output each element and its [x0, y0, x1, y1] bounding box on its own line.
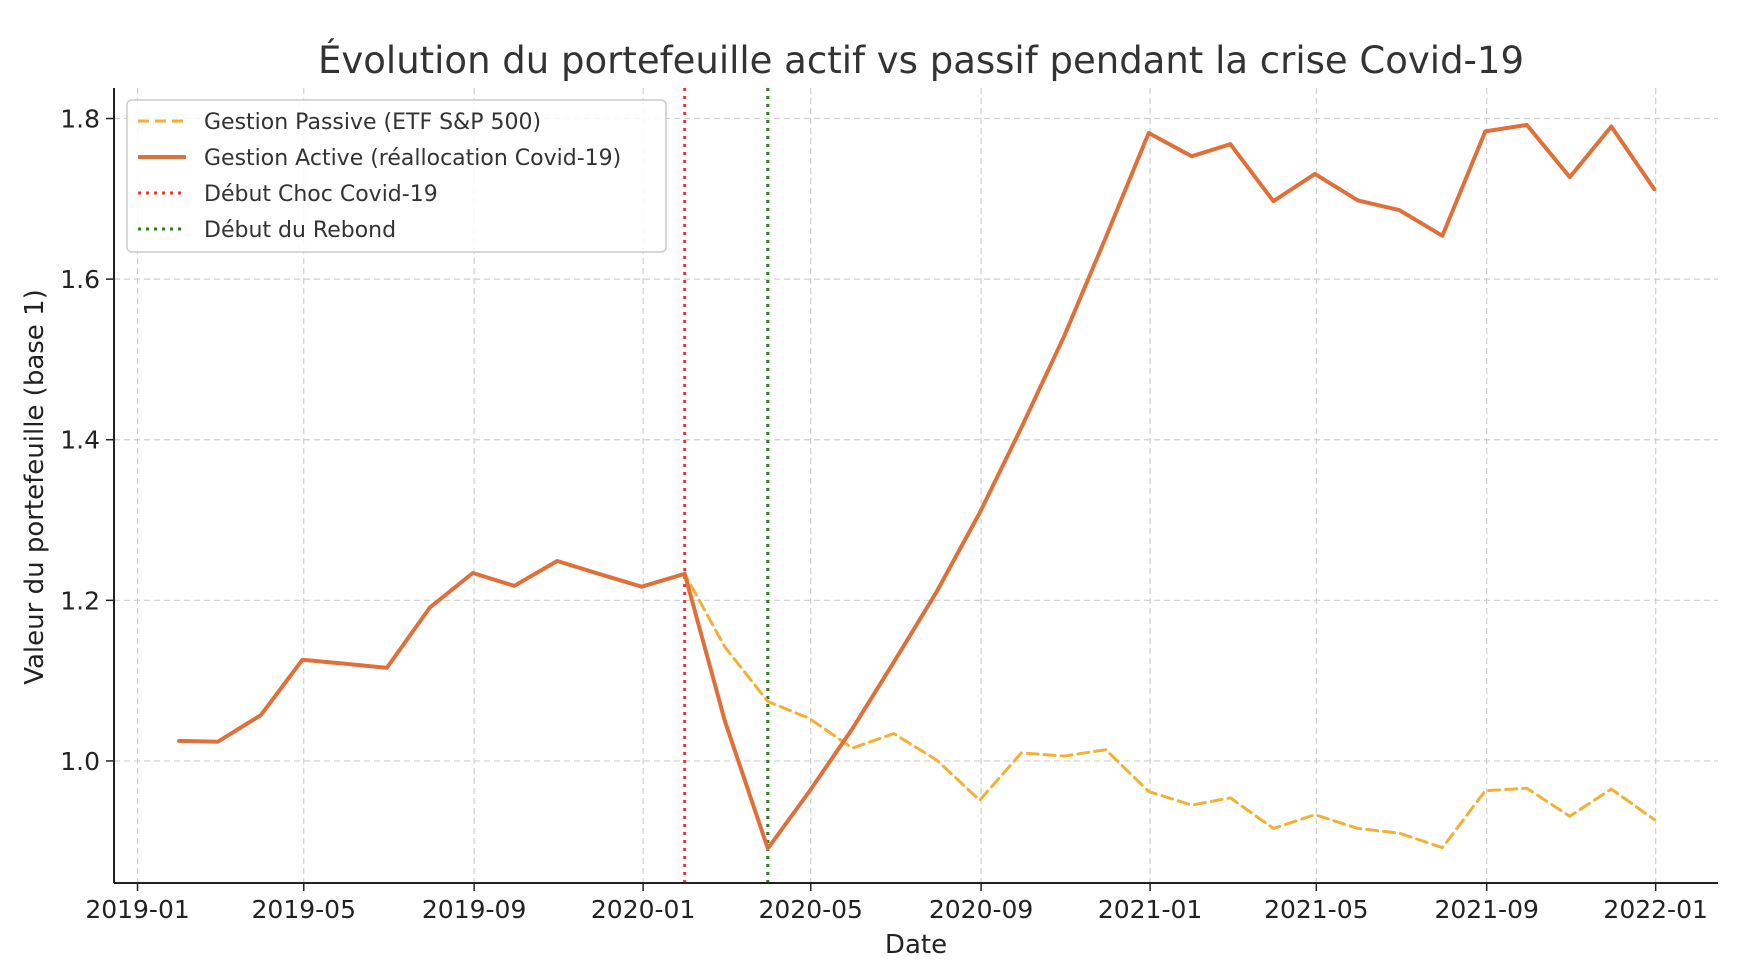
legend-label-active: Gestion Active (réallocation Covid-19) [204, 146, 621, 171]
x-axis-label: Date [885, 930, 947, 960]
y-axis-label: Valeur du portefeuille (base 1) [20, 289, 50, 685]
series-lines [177, 122, 1657, 851]
series-line-1 [177, 122, 1657, 851]
y-tick-label: 1.4 [60, 426, 100, 455]
y-tick-label: 1.0 [60, 747, 100, 776]
legend-label-choc: Début Choc Covid-19 [204, 182, 438, 207]
x-tick-label: 2019-01 [85, 895, 189, 924]
x-tick-label: 2020-01 [591, 895, 695, 924]
y-tick-label: 1.8 [60, 105, 100, 134]
y-ticks: 1.0 1.2 1.4 1.6 1.8 [60, 105, 114, 776]
x-tick-label: 2020-09 [929, 895, 1033, 924]
x-tick-label: 2021-09 [1434, 895, 1538, 924]
axes [113, 88, 1718, 884]
x-tick-label: 2019-09 [422, 895, 526, 924]
legend-box [126, 99, 667, 253]
legend-label-passive: Gestion Passive (ETF S&P 500) [204, 110, 541, 135]
x-tick-label: 2021-05 [1264, 895, 1368, 924]
y-tick-label: 1.2 [60, 586, 100, 615]
vertical-markers [683, 88, 770, 883]
x-tick-label: 2019-05 [252, 895, 356, 924]
chart-title: Évolution du portefeuille actif vs passi… [318, 38, 1524, 82]
x-tick-label: 2020-05 [758, 895, 862, 924]
legend-label-rebond: Début du Rebond [204, 218, 396, 243]
x-ticks: 2019-01 2019-05 2019-09 2020-01 2020-05 2020-… [85, 883, 1708, 924]
x-tick-label: 2021-01 [1098, 895, 1202, 924]
legend: Gestion Passive (ETF S&P 500) Gestion Ac… [126, 99, 667, 253]
series-line-0 [177, 559, 1656, 850]
y-tick-label: 1.6 [60, 265, 100, 294]
x-tick-label: 2022-01 [1603, 895, 1707, 924]
